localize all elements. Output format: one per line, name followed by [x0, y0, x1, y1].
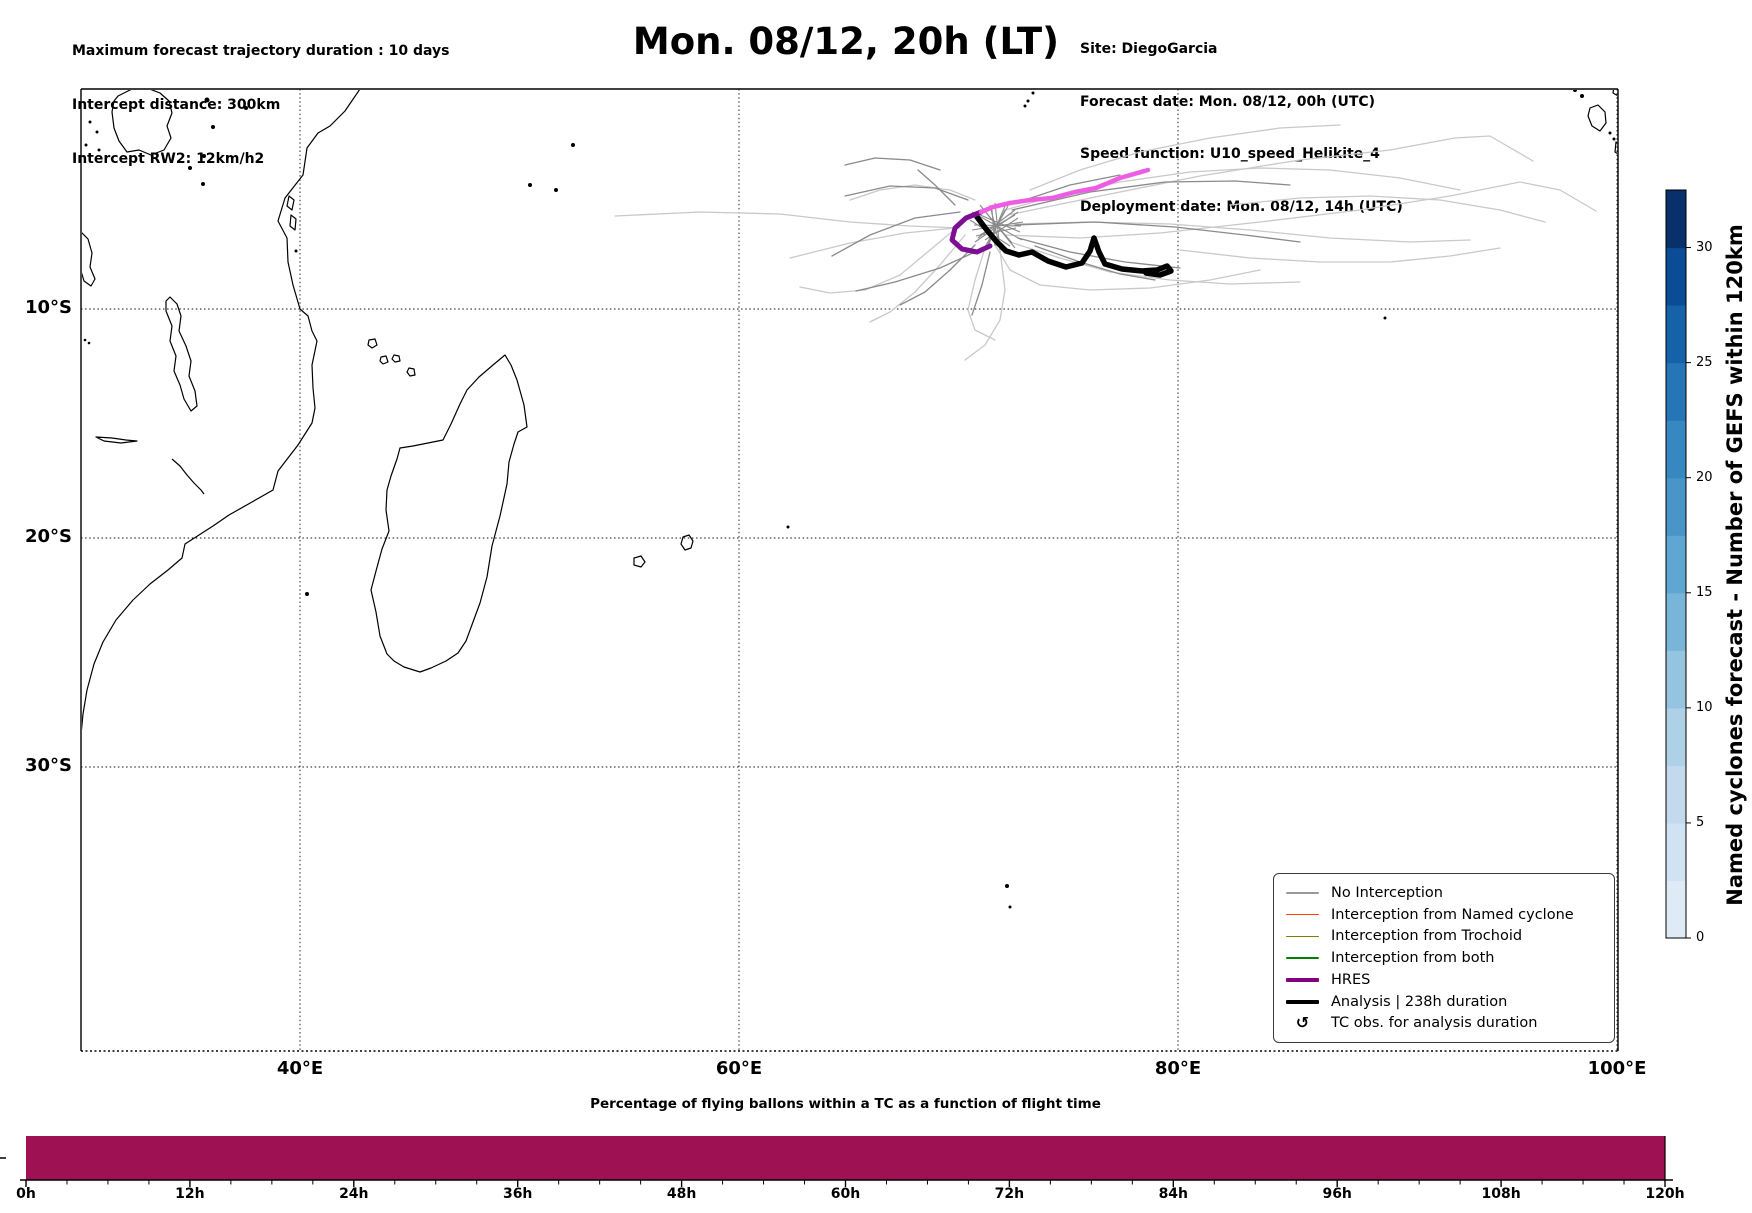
- bar-x-tick-label: 0h: [16, 1186, 36, 1202]
- legend-entry: HRES: [1286, 972, 1602, 988]
- legend-line-swatch: [1286, 913, 1319, 916]
- trajectories-light-gray: [614, 124, 1597, 361]
- legend-entry-label: Interception from Trochoid: [1331, 928, 1523, 945]
- hres-track: [978, 167, 1151, 215]
- colorbar-tick-label: 5: [1696, 814, 1705, 830]
- flight-time-bar-chart: [0, 1136, 1673, 1187]
- bar-x-tick-label: 12h: [175, 1186, 205, 1202]
- colorbar: [1665, 189, 1691, 939]
- legend-line-swatch: [1286, 977, 1319, 982]
- legend-line-swatch: [1286, 999, 1319, 1004]
- y-tick-label: 20°S: [24, 526, 72, 547]
- analysis-track: [974, 214, 1174, 278]
- page-title: Mon. 08/12, 20h (LT): [632, 20, 1060, 63]
- x-tick-label: 60°E: [715, 1058, 763, 1079]
- legend-entry: Analysis | 238h duration: [1286, 994, 1602, 1010]
- legend-line-swatch: [1286, 935, 1319, 937]
- colorbar-tick-label: 10: [1696, 699, 1713, 715]
- site-name: Site: DiegoGarcia: [1080, 41, 1218, 57]
- legend-line-swatch: [1286, 957, 1319, 959]
- colorbar-label: Named cyclones forecast - Number of GEFS…: [1723, 224, 1747, 906]
- tc-percentage-bar: [26, 1136, 1665, 1180]
- trajectories-dark-gray: [831, 157, 1301, 316]
- bar-x-tick-label: 36h: [502, 1186, 533, 1202]
- x-tick-label: 40°E: [276, 1058, 324, 1079]
- y-tick-label: 30°S: [24, 755, 72, 776]
- colorbar-tick-label: 30: [1696, 239, 1713, 255]
- legend: No Interception Interception from Named c…: [1273, 873, 1615, 1043]
- legend-entry: Interception from both: [1286, 950, 1602, 966]
- bar-x-tick-label: 72h: [994, 1186, 1025, 1202]
- bar-x-tick-label: 24h: [339, 1186, 369, 1202]
- bar-x-tick-label: 84h: [1158, 1186, 1189, 1202]
- legend-entry-label: HRES: [1331, 971, 1371, 988]
- param-intercept-rw2: Intercept RW2: 12km/h2: [72, 151, 265, 167]
- colorbar-tick-label: 0: [1696, 930, 1705, 945]
- x-tick-label: 100°E: [1587, 1058, 1647, 1079]
- y-tick-label: 10°S: [24, 297, 72, 318]
- bar-x-tick-label: 96h: [1322, 1186, 1352, 1202]
- legend-entry-label: Analysis | 238h duration: [1331, 993, 1508, 1010]
- legend-entry: Interception from Named cyclone: [1286, 907, 1602, 923]
- bottom-chart-title: Percentage of flying ballons within a TC…: [590, 1096, 1101, 1112]
- forecast-params-block: Maximum forecast trajectory duration : 1…: [72, 6, 449, 204]
- param-intercept-distance: Intercept distance: 300km: [72, 97, 281, 113]
- x-tick-label: 80°E: [1154, 1058, 1202, 1079]
- colorbar-tick-label: 20: [1696, 469, 1713, 485]
- legend-entry-label: No Interception: [1331, 884, 1443, 901]
- hres-track-analysis-part: [949, 209, 993, 255]
- legend-entry: Interception from Trochoid: [1286, 928, 1602, 944]
- forecast-date: Forecast date: Mon. 08/12, 00h (UTC): [1080, 93, 1376, 110]
- legend-entry-label: TC obs. for analysis duration: [1331, 1015, 1538, 1032]
- tc-obs-rotation-icon: ↺: [1295, 1013, 1310, 1033]
- colorbar-tick-label: 25: [1696, 354, 1713, 370]
- legend-entry-label: Interception from both: [1331, 950, 1495, 966]
- bar-x-tick-label: 48h: [666, 1186, 697, 1202]
- small-islands-layer: [83, 90, 1616, 909]
- coastline-layer: [82, 90, 1617, 731]
- legend-entry: No Interception: [1286, 885, 1602, 901]
- legend-entry-label: Interception from Named cyclone: [1331, 906, 1574, 923]
- bar-x-tick-label: 120h: [1645, 1186, 1685, 1202]
- map-layers: [82, 90, 1617, 909]
- colorbar-tick-label: 15: [1696, 584, 1713, 600]
- legend-entry: ↺ TC obs. for analysis duration: [1286, 1013, 1602, 1033]
- bar-x-tick-label: 108h: [1481, 1186, 1521, 1202]
- param-max-duration: Maximum forecast trajectory duration : 1…: [72, 43, 450, 59]
- graticule: [81, 89, 1618, 1051]
- legend-line-swatch: [1286, 892, 1319, 894]
- bar-x-tick-label: 60h: [830, 1186, 861, 1202]
